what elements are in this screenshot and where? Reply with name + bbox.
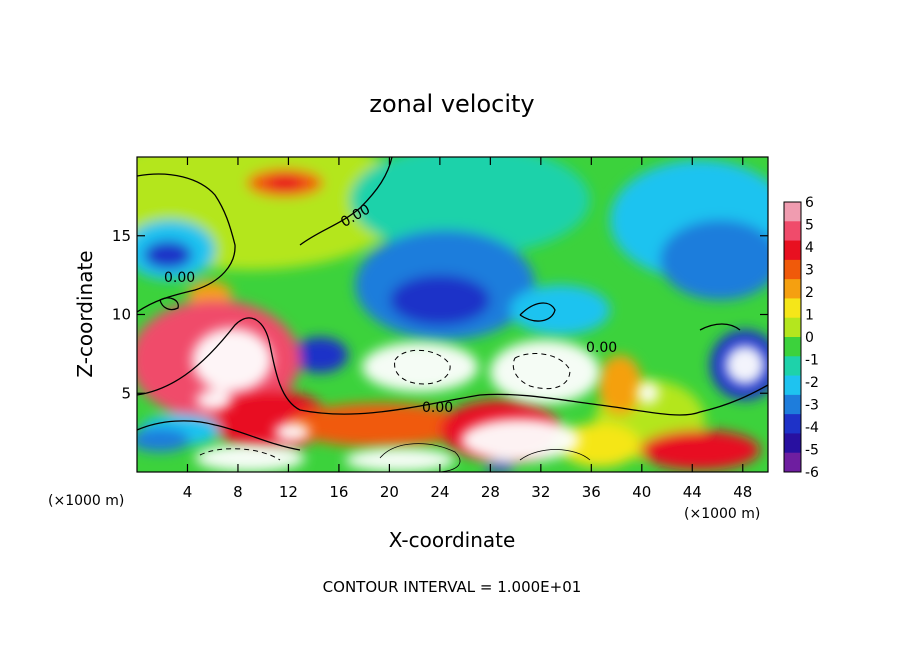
x-tick-label: 12 [279,483,298,501]
x-tick-label: 8 [233,483,243,501]
colorbar-swatch [784,375,801,396]
x-tick-label: 16 [329,483,348,501]
contour-zero-middle [137,317,768,416]
colorbar-swatch [784,259,801,280]
colorbar-tick-label: 2 [805,285,814,301]
colorbar-swatch [784,394,801,415]
colorbar: 6 5 4 3 2 1 0 -1 -2 -3 -4 -5 -6 [783,195,819,481]
colorbar-tick-label: 3 [805,263,814,279]
x-tick-label: 24 [430,483,449,501]
chart-title: zonal velocity [369,90,534,118]
colorbar-tick-label: 1 [805,308,814,324]
field-blob [637,382,659,404]
field-blob [196,390,232,410]
x-tick-label: 36 [582,483,601,501]
y-tick-label: 15 [112,227,131,245]
colorbar-tick-label: -1 [805,353,819,369]
contour-dashed [512,353,571,390]
y-axis: 5 10 15 [112,227,768,402]
contour-label: 0.00 [422,400,453,416]
field-blob [137,428,190,452]
colorbar-tick-label: 0 [805,330,814,346]
field-blob [144,241,192,269]
x-axis: 4 8 12 16 20 24 28 32 36 40 44 48 [183,157,752,501]
colorbar-tick-label: -6 [805,465,819,481]
field-blob [362,342,478,392]
colorbar-swatch [784,317,801,338]
colorbar-swatch [784,221,801,242]
x-tick-label: 44 [683,483,702,501]
field-blob [640,430,760,470]
x-unit-label-left: (×1000 m) [48,493,124,509]
contour-lines-negative [199,349,571,461]
field-blob [267,175,303,191]
contour-lines-positive [379,443,591,472]
field-blob [350,157,590,255]
contour-zero-right [699,323,741,331]
x-tick-label: 28 [481,483,500,501]
field-blob [390,275,490,325]
contour-zero-island [519,302,556,322]
colorbar-swatch [784,240,801,261]
field-blob [460,418,580,462]
contour-zero-upper [137,173,236,313]
contour-thin [519,449,591,461]
colorbar-swatch [784,452,801,473]
x-tick-label: 48 [733,483,752,501]
contour-label: 0.00 [164,270,195,286]
field-blob [292,337,348,373]
x-axis-label: X-coordinate [389,528,516,552]
field-blob [490,340,600,404]
field-blob [510,285,610,335]
field-blob [345,448,455,472]
field-blob [195,444,305,472]
y-axis-label: Z-coordinate [73,250,97,377]
contour-thin [379,443,461,472]
field-blob [192,328,272,392]
colorbar-swatch [784,298,801,319]
field-blob [598,355,642,415]
contour-zero-lower [137,420,301,451]
contour-dashed [199,448,281,461]
y-tick-label: 5 [121,384,131,402]
colorbar-swatch [784,337,801,357]
colorbar-swatch [784,202,801,222]
colorbar-tick-label: -3 [805,398,819,414]
contour-zero-upper-right [299,157,393,246]
field-blob [560,423,640,467]
contour-dashed [394,349,451,385]
heatmap-field [137,157,768,472]
colorbar-swatch [784,433,801,454]
x-unit-label-right: (×1000 m) [684,506,760,522]
colorbar-tick-label: 5 [805,218,814,234]
x-tick-label: 4 [183,483,193,501]
x-tick-label: 32 [531,483,550,501]
colorbar-swatch [784,414,801,434]
contour-lines [137,157,768,451]
field-blob [274,422,310,442]
colorbar-swatch [784,356,801,377]
colorbar-tick-label: -4 [805,420,819,436]
contour-zero-island-2 [159,297,179,311]
field-blob [660,220,768,300]
contour-interval-footer: CONTOUR INTERVAL = 1.000E+01 [323,578,582,596]
colorbar-tick-label: -5 [805,443,819,459]
x-tick-label: 20 [380,483,399,501]
colorbar-tick-label: 4 [805,240,814,256]
x-tick-label: 40 [632,483,651,501]
colorbar-tick-label: -2 [805,375,819,391]
colorbar-swatch [784,279,801,299]
colorbar-frame [783,201,802,473]
field-blob [484,461,516,472]
y-tick-label: 10 [112,306,131,324]
field-blob [725,345,765,385]
colorbar-tick-label: 6 [805,195,814,211]
contour-label: 0.00 [586,340,617,356]
